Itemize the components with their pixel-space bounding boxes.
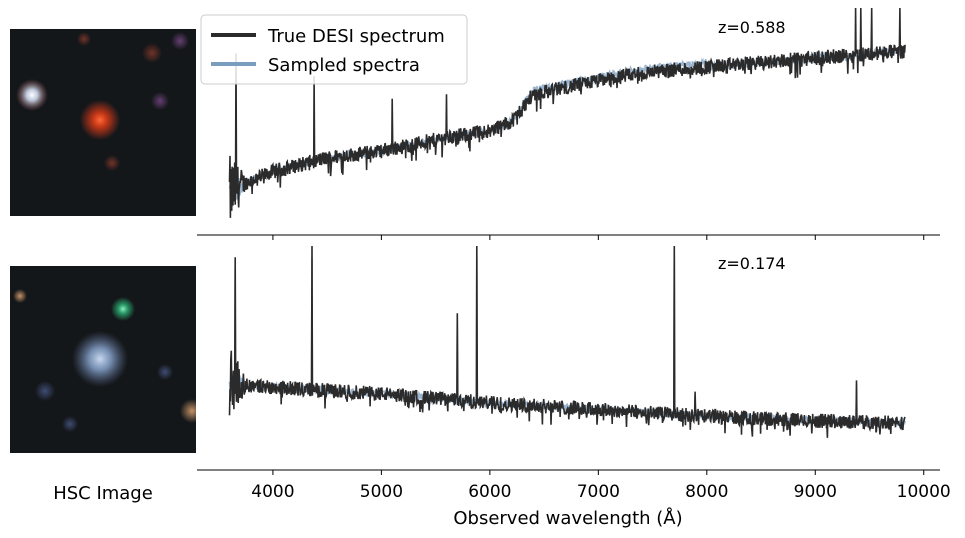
redshift-label-bottom: z=0.174 [718,254,786,273]
x-tick-label: 5000 [360,482,403,502]
target-galaxy-orange [80,100,120,140]
sampled-spectrum-line [228,257,906,429]
legend: True DESI spectrum Sampled spectra [200,14,468,85]
target-galaxy-blue [72,331,128,387]
x-tick-label: 10000 [897,482,951,502]
legend-label-sampled: Sampled spectra [268,55,420,76]
true-spectrum-series-top [228,7,906,218]
faint-source [180,399,196,423]
faint-source [62,416,78,432]
legend-label-true: True DESI spectrum [267,26,445,47]
faint-source [13,289,27,303]
faint-source [35,381,55,401]
x-tick-label: 6000 [468,482,511,502]
x-tick-label: 9000 [794,482,837,502]
hsc-image-bottom [10,266,196,453]
faint-source [151,92,169,110]
x-tick-label: 8000 [685,482,728,502]
x-tick-label: 7000 [577,482,620,502]
hsc-image-caption: HSC Image [53,483,153,504]
legend-frame [200,14,468,85]
panel-bottom: 4000 5000 6000 7000 8000 9000 10000 z=0.174 [197,245,951,502]
sampled-spectra-series-bottom [228,257,906,429]
redshift-label-top: z=0.588 [718,18,786,37]
x-ticks-bottom: 4000 5000 6000 7000 8000 9000 10000 [251,470,951,502]
x-axis-title: Observed wavelength (Å) [453,507,682,529]
panel-top: z=0.588 [197,7,940,240]
x-tick-label: 4000 [251,482,294,502]
x-ticks-top [272,235,925,240]
faint-source [104,155,120,171]
true-spectrum-line [228,7,906,218]
faint-source [171,32,189,50]
hsc-image-top [10,29,196,216]
faint-source [142,43,162,63]
faint-source [77,32,91,46]
true-spectrum-series-bottom [228,245,906,438]
star-white [16,79,48,111]
star-green [111,297,135,321]
true-spectrum-line [228,245,906,438]
faint-source [157,364,173,380]
